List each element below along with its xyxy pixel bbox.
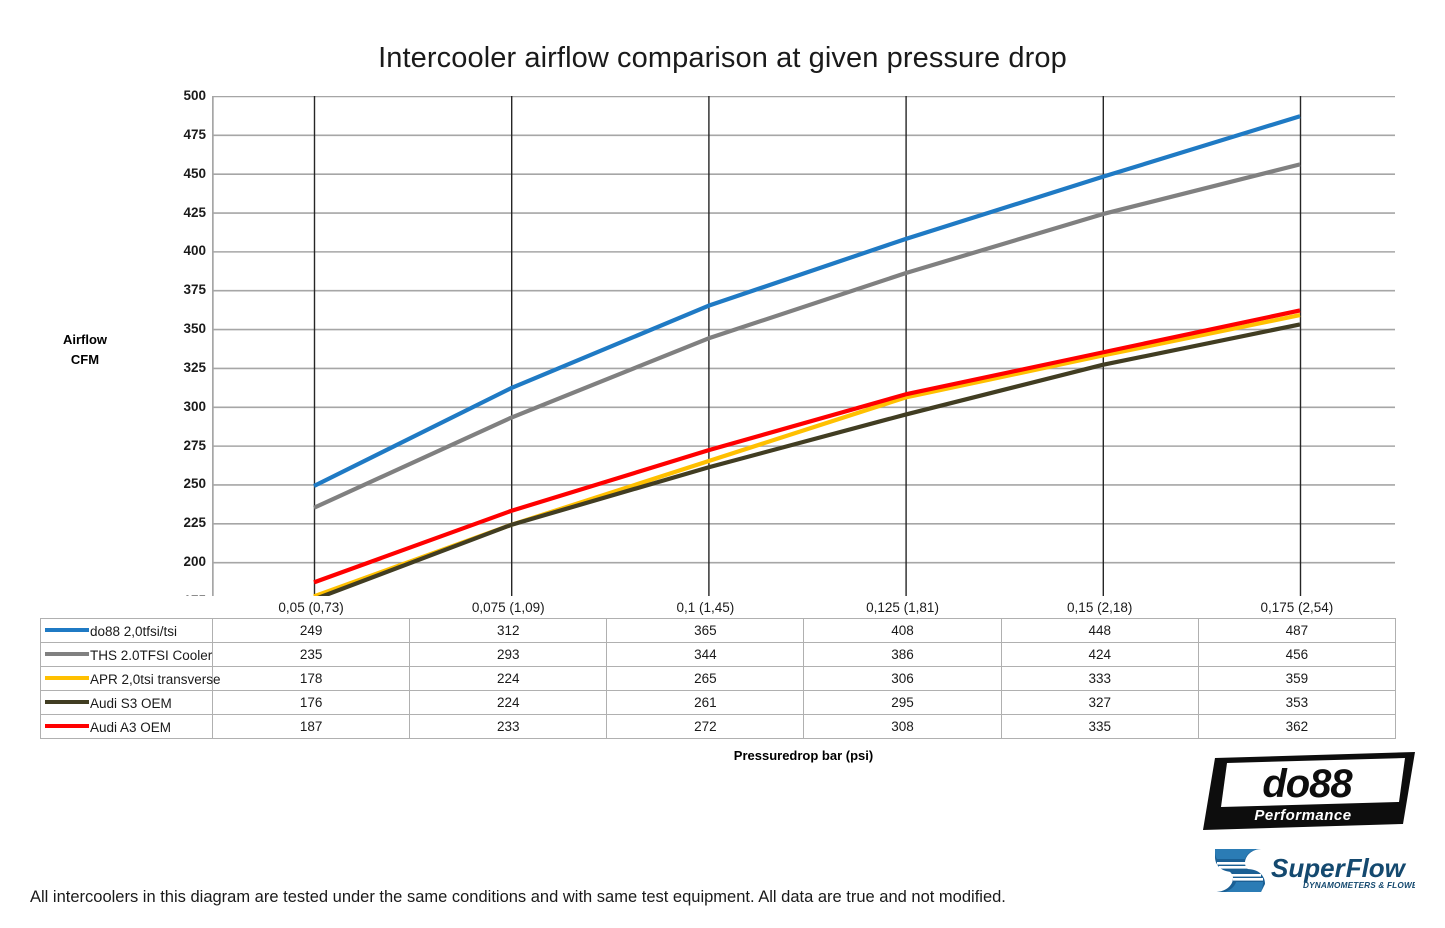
table-cell-s0-c2: 365 [606, 618, 805, 643]
table-cell-s3-c3: 295 [803, 690, 1002, 715]
y-axis-title-line2: CFM [70, 352, 100, 367]
table-cell-s1-c1: 293 [409, 642, 608, 667]
do88-tagline-text: Performance [1254, 807, 1351, 824]
y-tick-label-475: 475 [183, 126, 206, 142]
legend-label-2: APR 2,0tsi transverse [90, 671, 221, 687]
table-cell-s4-c2: 272 [606, 714, 805, 739]
table-cell-s0-c0: 249 [211, 618, 411, 643]
x-axis-category-label-1: 0,075 (1,09) [409, 596, 607, 619]
legend-label-0: do88 2,0tfsi/tsi [90, 623, 178, 639]
table-cell-s2-c1: 224 [409, 666, 608, 691]
legend-entry-0: do88 2,0tfsi/tsi [40, 618, 213, 643]
table-cell-s1-c5: 456 [1197, 642, 1396, 667]
do88-logo-inner-band [1221, 758, 1405, 807]
table-cell-s4-c0: 187 [211, 714, 411, 739]
table-cell-s4-c4: 335 [1000, 714, 1199, 739]
table-cell-s4-c5: 362 [1197, 714, 1396, 739]
legend-label-1: THS 2.0TFSI Cooler [90, 647, 213, 663]
superflow-wordmark-part1: Super [1271, 853, 1347, 883]
table-cell-s3-c4: 327 [1000, 690, 1199, 715]
table-cell-s0-c4: 448 [1000, 618, 1199, 643]
table-row: THS 2.0TFSI Cooler 235 293 344 386 424 456 [40, 642, 1396, 667]
x-axis-category-label-0: 0,05 (0,73) [212, 596, 410, 619]
table-row: APR 2,0tsi transverse 178 224 265 306 333 359 [40, 666, 1396, 691]
legend-color-swatch-icon [45, 723, 89, 728]
y-axis-title-line1: Airflow [62, 332, 108, 347]
table-row: do88 2,0tfsi/tsi 249 312 365 408 448 487 [40, 618, 1396, 643]
y-tick-label-200: 200 [183, 554, 206, 570]
table-cell-s1-c0: 235 [211, 642, 411, 667]
table-cell-s0-c1: 312 [409, 618, 608, 643]
table-cell-s1-c4: 424 [1000, 642, 1199, 667]
superflow-logo-mark [1215, 849, 1265, 892]
table-corner-cell [40, 596, 213, 619]
y-tick-label-225: 225 [183, 515, 206, 531]
legend-color-swatch-icon [45, 675, 89, 680]
do88-wordmark-text: do88 [1262, 762, 1353, 806]
data-table: 0,05 (0,73) 0,075 (1,09) 0,1 (1,45) 0,125 (… [40, 596, 1396, 739]
legend-label-4: Audi A3 OEM [90, 719, 172, 735]
x-axis-category-label-2: 0,1 (1,45) [606, 596, 804, 619]
footer-note: All intercoolers in this diagram are tes… [30, 888, 1006, 906]
x-axis-category-label-5: 0,175 (2,54) [1198, 596, 1396, 619]
chart-svg [212, 96, 1395, 601]
table-cell-s2-c3: 306 [803, 666, 1002, 691]
series-line-0 [313, 114, 1301, 488]
series-line-1 [313, 162, 1301, 510]
legend-entry-1: THS 2.0TFSI Cooler [40, 642, 213, 667]
legend-entry-3: Audi S3 OEM [40, 690, 213, 715]
x-axis-category-label-4: 0,15 (2,18) [1001, 596, 1199, 619]
table-row: Audi A3 OEM 187 233 272 308 335 362 [40, 714, 1396, 739]
y-tick-label-375: 375 [183, 282, 206, 298]
table-cell-s0-c3: 408 [803, 618, 1002, 643]
do88-performance-logo: do88 Performance [1203, 752, 1415, 830]
series-line-4 [313, 308, 1301, 585]
y-axis-title: Airflow CFM [30, 330, 140, 370]
y-tick-label-250: 250 [183, 476, 206, 492]
series-lines [313, 114, 1301, 601]
superflow-logo: Super Flow DYNAMOMETERS & FLOWBENCHES [1215, 849, 1415, 892]
table-row: Audi S3 OEM 176 224 261 295 327 353 [40, 690, 1396, 715]
table-cell-s1-c3: 386 [803, 642, 1002, 667]
legend-entry-2: APR 2,0tsi transverse [40, 666, 221, 691]
series-line-3 [313, 322, 1301, 601]
superflow-wordmark-part2: Flow [1346, 853, 1407, 883]
series-line-2 [313, 313, 1301, 599]
legend-color-swatch-icon [45, 627, 89, 632]
x-axis-category-label-3: 0,125 (1,81) [803, 596, 1002, 619]
legend-entry-4: Audi A3 OEM [40, 714, 213, 739]
y-tick-label-350: 350 [183, 321, 206, 337]
plot-area [212, 96, 1395, 601]
y-tick-label-400: 400 [183, 243, 206, 259]
y-tick-label-500: 500 [183, 88, 206, 103]
table-cell-s0-c5: 487 [1197, 618, 1396, 643]
table-cell-s2-c5: 359 [1197, 666, 1396, 691]
do88-logo-wordmark: do88 [1262, 762, 1354, 806]
horizontal-gridlines [212, 96, 1395, 601]
table-cell-s3-c5: 353 [1197, 690, 1396, 715]
x-axis-title: Pressuredrop bar (psi) [733, 748, 874, 763]
table-cell-s4-c1: 233 [409, 714, 608, 739]
table-cell-s3-c2: 261 [606, 690, 805, 715]
y-tick-label-425: 425 [183, 204, 206, 220]
y-tick-label-300: 300 [183, 398, 206, 414]
table-cell-s3-c1: 224 [409, 690, 608, 715]
legend-color-swatch-icon [45, 699, 89, 704]
table-header-row: 0,05 (0,73) 0,075 (1,09) 0,1 (1,45) 0,125 (… [40, 596, 1396, 619]
y-tick-label-325: 325 [183, 359, 206, 375]
table-cell-s3-c0: 176 [211, 690, 411, 715]
legend-label-3: Audi S3 OEM [90, 695, 172, 711]
legend-color-swatch-icon [45, 651, 89, 656]
chart-title: Intercooler airflow comparison at given … [378, 42, 1067, 74]
table-cell-s1-c2: 344 [606, 642, 805, 667]
table-cell-s2-c4: 333 [1000, 666, 1199, 691]
category-gridlines [313, 96, 1302, 601]
y-tick-label-450: 450 [183, 165, 206, 181]
superflow-tagline-text: DYNAMOMETERS & FLOWBENCHES [1303, 881, 1415, 890]
table-cell-s2-c0: 178 [211, 666, 411, 691]
table-cell-s2-c2: 265 [606, 666, 805, 691]
table-cell-s4-c3: 308 [803, 714, 1002, 739]
y-tick-label-275: 275 [183, 437, 206, 453]
